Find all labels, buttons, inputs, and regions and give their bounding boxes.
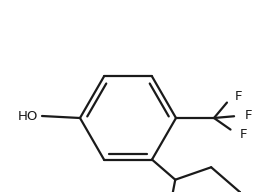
Text: HO: HO (18, 109, 38, 122)
Text: F: F (240, 127, 247, 141)
Text: F: F (235, 90, 243, 103)
Text: F: F (245, 109, 252, 122)
